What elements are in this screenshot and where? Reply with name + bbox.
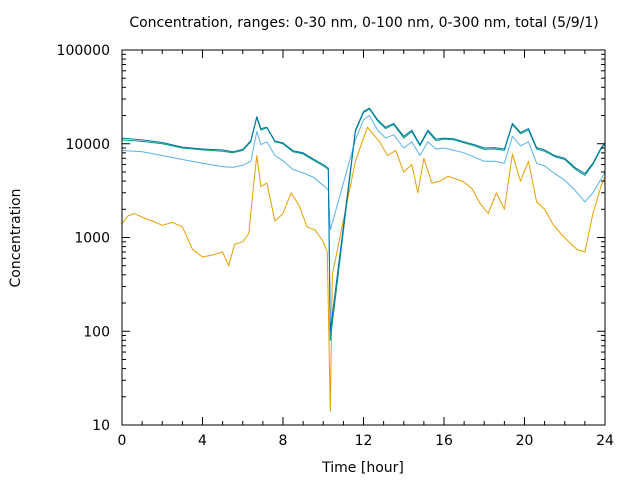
- x-tick-label: 4: [198, 433, 207, 449]
- x-tick-label: 0: [118, 433, 127, 449]
- y-axis-label: Concentration: [8, 188, 24, 287]
- x-axis-label: Time [hour]: [321, 460, 404, 476]
- chart-title: Concentration, ranges: 0-30 nm, 0-100 nm…: [129, 15, 598, 31]
- plot-area: 0 4 8 12 16 20 24 10 100 1000 10000 100000: [57, 43, 614, 449]
- y-tick-label: 10000: [65, 137, 110, 153]
- x-tick-label: 8: [279, 433, 288, 449]
- series-line-2: [121, 115, 606, 231]
- x-tick-label: 24: [596, 433, 614, 449]
- y-tick-label: 1000: [74, 231, 110, 247]
- y-tick-label: 100000: [57, 43, 110, 59]
- x-tick-label: 16: [435, 433, 453, 449]
- x-tick-label: 12: [355, 433, 373, 449]
- y-tick-label: 100: [83, 324, 110, 340]
- series-line-4: [121, 107, 606, 332]
- y-tick-label: 10: [92, 418, 110, 434]
- x-tick-label: 20: [516, 433, 534, 449]
- series-line-1: [121, 126, 606, 412]
